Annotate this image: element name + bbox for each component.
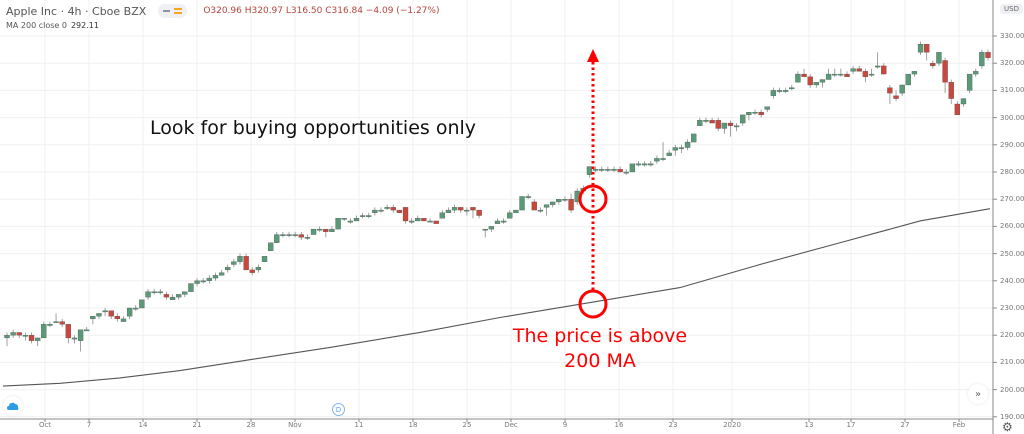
currency-label[interactable]: USD [1000,4,1023,14]
indicator-legend[interactable]: MA 200 close 0 292.11 [6,21,99,30]
gear-icon[interactable]: ⚙ [1002,420,1013,434]
cloud-icon [7,402,19,410]
dividend-marker[interactable]: D [332,403,345,416]
y-axis-label: 310.00 [1000,86,1024,95]
indicator-label: MA 200 close 0 [6,21,67,30]
y-axis-label: 330.00 [1000,32,1024,40]
y-axis-label: 210.00 [1000,358,1024,367]
x-axis-label: 27 [900,421,910,429]
ohlc-values: O320.96 H320.97 L316.50 C316.84 −4.09 (−… [203,6,440,16]
x-axis-label: 17 [846,421,856,429]
x-axis-label: Oct [38,421,52,429]
annotation-buy-text: Look for buying opportunities only [150,117,477,139]
candlestick-series [4,41,991,352]
annotation-shapes [578,49,608,319]
y-axis-label: 290.00 [1000,140,1024,149]
indicator-value: 292.11 [70,21,99,30]
y-axis-label: 270.00 [1000,195,1024,204]
x-axis-label: 11 [354,421,364,429]
legend-buttons[interactable] [158,4,188,18]
x-axis-label: 9 [562,421,568,429]
ma200-line [2,208,991,387]
symbol-legend: Apple Inc · 4h · Cboe BZX O320.96 H320.9… [6,4,439,18]
x-axis-label: Nov [288,421,302,429]
annotation-ma-line2: 200 MA [564,350,636,372]
x-axis-label: 2020 [723,421,741,429]
x-axis-label: 18 [408,421,418,429]
x-axis-label: 13 [804,421,814,429]
y-axis-label: 300.00 [1000,113,1024,122]
annotation-ma-text: The price is above 200 MA [480,324,720,374]
x-axis-label: 16 [614,421,624,429]
x-axis-label: 25 [462,421,472,429]
compare-icon[interactable] [174,8,183,14]
scroll-to-realtime-button[interactable]: » [968,384,988,404]
y-axis-label: 250.00 [1000,249,1024,258]
y-axis-label: 220.00 [1000,331,1024,340]
annotation-ma-line1: The price is above [512,325,688,347]
y-axis-label: 260.00 [1000,222,1024,231]
x-axis-label: Dec [504,421,518,429]
symbol-title[interactable]: Apple Inc · 4h · Cboe BZX [6,4,147,18]
y-axis-label: 320.00 [1000,59,1024,68]
y-axis-label: 200.00 [1000,385,1024,394]
y-axis-label: 240.00 [1000,276,1024,285]
collapse-icon[interactable] [163,10,171,12]
x-axis-label: 23 [668,421,678,429]
y-axis-label: 190.00 [1000,412,1024,421]
y-axis-label: 230.00 [1000,304,1024,312]
x-axis-label: Feb [952,421,966,429]
x-axis-label: 21 [192,421,202,429]
cloud-logo-button[interactable] [3,396,23,416]
y-axis-label: 280.00 [1000,168,1024,176]
x-axis-label: 7 [86,421,92,429]
x-axis-label: 14 [138,421,148,429]
x-axis-label: 28 [246,421,256,429]
